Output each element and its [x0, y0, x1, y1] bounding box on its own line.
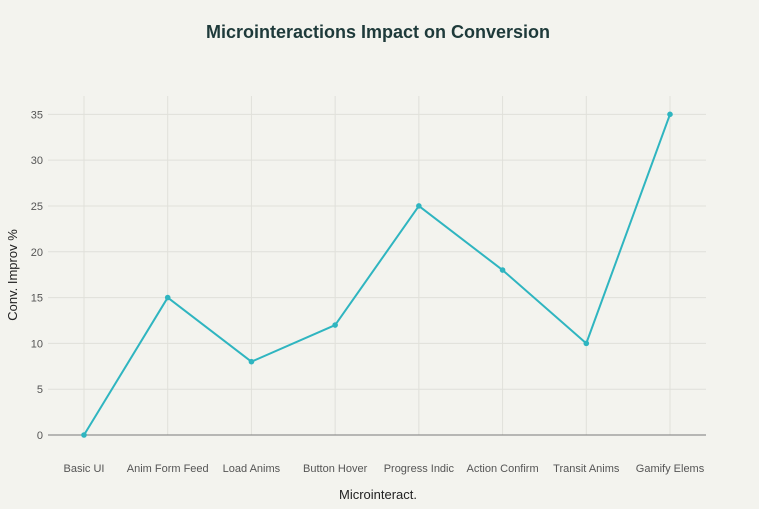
x-tick-label: Progress Indic: [384, 463, 455, 475]
series-layer: [81, 111, 673, 438]
y-tick-label: 30: [31, 155, 43, 167]
data-point[interactable]: [81, 432, 87, 438]
series-line: [83, 113, 671, 436]
data-point[interactable]: [499, 267, 506, 273]
x-axis-ticks: Basic UI Anim Form Feed Load Anims Button H…: [64, 463, 705, 475]
x-tick-label: Load Anims: [223, 463, 281, 475]
data-point[interactable]: [667, 111, 673, 118]
data-point[interactable]: [248, 358, 255, 365]
data-point[interactable]: [583, 340, 590, 347]
y-tick-label: 15: [31, 293, 43, 305]
data-point[interactable]: [332, 322, 338, 328]
y-tick-label: 0: [37, 430, 43, 442]
y-tick-label: 20: [31, 247, 43, 259]
x-tick-label: Basic UI: [64, 463, 105, 475]
x-tick-label: Action Confirm: [467, 463, 539, 475]
grid: [48, 96, 706, 436]
y-axis-label: Conv. Improv %: [5, 229, 20, 321]
x-tick-label: Transit Anims: [553, 463, 620, 475]
data-point[interactable]: [164, 294, 171, 301]
data-point[interactable]: [416, 203, 422, 209]
y-tick-label: 35: [31, 109, 43, 121]
y-tick-label: 5: [37, 384, 43, 396]
y-tick-label: 25: [31, 201, 43, 213]
y-tick-label: 10: [31, 338, 43, 350]
chart-title: Microinteractions Impact on Conversion: [206, 22, 550, 42]
x-tick-label: Gamify Elems: [636, 463, 705, 475]
y-axis-ticks: 0 5 10 15 20 25 30 35: [31, 109, 43, 442]
x-tick-label: Anim Form Feed: [127, 463, 209, 475]
x-axis-label: Microinteract.: [339, 487, 417, 502]
x-tick-label: Button Hover: [303, 463, 368, 475]
